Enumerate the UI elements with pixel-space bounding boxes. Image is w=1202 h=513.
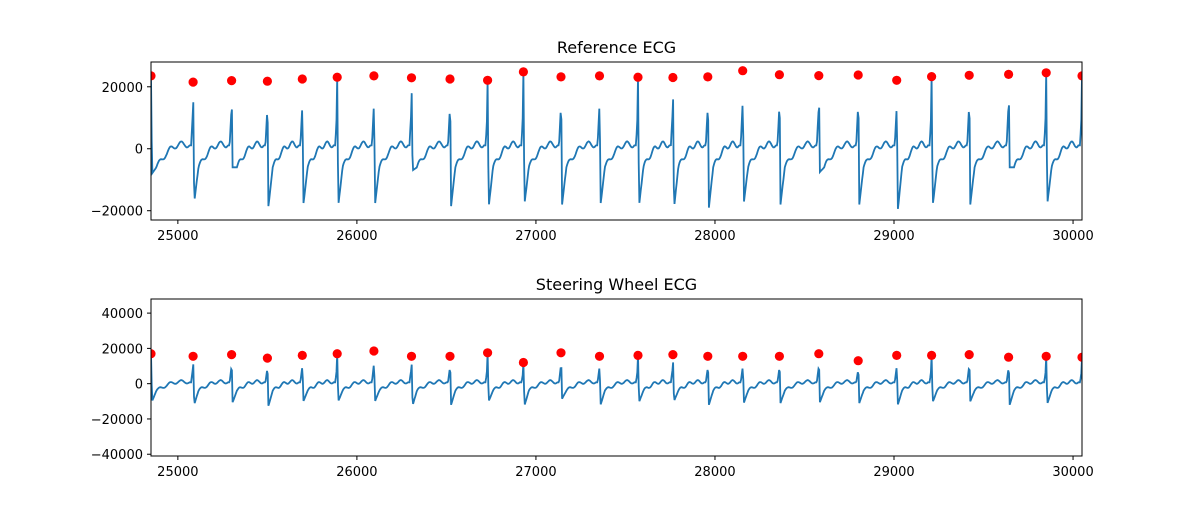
steering-wheel-ecg-y-tick-label: 20000 bbox=[102, 342, 143, 357]
reference-ecg-x-tick-label: 25000 bbox=[157, 229, 198, 244]
reference-ecg-peak-marker bbox=[774, 70, 785, 80]
steering-wheel-ecg-x-tick-label: 30000 bbox=[1052, 465, 1093, 480]
steering-wheel-ecg-title: Steering Wheel ECG bbox=[536, 275, 697, 294]
reference-ecg-y-tick-label: 20000 bbox=[102, 81, 143, 96]
reference-ecg-peak-marker bbox=[633, 72, 643, 82]
steering-wheel-ecg-peak-marker bbox=[853, 356, 863, 366]
steering-wheel-ecg-peak-marker bbox=[227, 350, 237, 360]
reference-ecg-peak-marker bbox=[332, 72, 342, 82]
steering-wheel-ecg-x-tick-label: 28000 bbox=[694, 465, 735, 480]
steering-wheel-ecg-peak-marker bbox=[668, 350, 678, 360]
reference-ecg-peak-marker bbox=[738, 66, 748, 76]
steering-wheel-ecg-peak-marker bbox=[892, 350, 902, 360]
steering-wheel-ecg-peak-marker bbox=[1004, 352, 1014, 362]
steering-wheel-ecg-x-tick-label: 25000 bbox=[157, 465, 198, 480]
reference-ecg-peak-marker bbox=[853, 70, 863, 80]
steering-wheel-ecg-peak-marker bbox=[369, 346, 379, 356]
reference-ecg-x-tick-label: 28000 bbox=[694, 229, 735, 244]
reference-ecg-peak-marker bbox=[151, 71, 156, 81]
reference-ecg-peak-marker bbox=[518, 67, 529, 77]
reference-ecg-peak-marker bbox=[1041, 68, 1051, 78]
reference-ecg-y-tick-label: 0 bbox=[135, 143, 143, 158]
steering-wheel-ecg-peak-marker bbox=[188, 351, 198, 361]
reference-ecg-x-tick-label: 30000 bbox=[1052, 229, 1093, 244]
steering-wheel-ecg-peak-marker bbox=[556, 348, 566, 358]
reference-ecg-peak-marker bbox=[964, 70, 974, 80]
steering-wheel-ecg-peak-marker bbox=[483, 348, 493, 358]
reference-ecg-x-tick-label: 27000 bbox=[515, 229, 556, 244]
steering-wheel-ecg-peak-marker bbox=[703, 351, 713, 361]
reference-ecg-peak-marker bbox=[927, 72, 937, 82]
steering-wheel-ecg-peak-marker bbox=[151, 349, 156, 359]
reference-ecg-peak-marker bbox=[1077, 71, 1082, 81]
reference-ecg-y-tick-label: −20000 bbox=[91, 205, 143, 220]
steering-wheel-ecg-x-tick-label: 26000 bbox=[336, 465, 377, 480]
steering-wheel-ecg-panel: Steering Wheel ECG 25000 26000 27000 28000 29… bbox=[91, 275, 1094, 480]
reference-ecg-axes-frame bbox=[150, 61, 1083, 221]
reference-ecg-title: Reference ECG bbox=[557, 38, 676, 57]
reference-ecg-peak-marker bbox=[369, 71, 379, 81]
steering-wheel-ecg-peak-marker bbox=[297, 350, 307, 360]
steering-wheel-ecg-peak-marker bbox=[814, 349, 824, 359]
steering-wheel-ecg-x-tick-label: 27000 bbox=[515, 465, 556, 480]
steering-wheel-ecg-axes-frame bbox=[150, 298, 1083, 457]
reference-ecg-peak-marker bbox=[668, 72, 678, 83]
reference-ecg-panel: Reference ECG 25000 26000 27000 28000 29000 30… bbox=[91, 38, 1094, 244]
reference-ecg-peak-marker bbox=[406, 73, 417, 83]
steering-wheel-ecg-peak-marker bbox=[262, 353, 272, 363]
steering-wheel-ecg-peak-marker bbox=[1077, 352, 1082, 362]
steering-wheel-ecg-peak-marker bbox=[927, 350, 937, 360]
reference-ecg-peak-marker bbox=[188, 77, 198, 87]
reference-ecg-peak-marker bbox=[297, 74, 307, 84]
steering-wheel-ecg-y-tick-label: −20000 bbox=[91, 413, 143, 428]
reference-ecg-x-tick-label: 29000 bbox=[873, 229, 914, 244]
steering-wheel-ecg-peak-marker bbox=[633, 350, 643, 360]
steering-wheel-ecg-peak-marker bbox=[774, 351, 785, 361]
steering-wheel-ecg-peak-marker bbox=[518, 357, 529, 368]
steering-wheel-ecg-peak-marker bbox=[738, 351, 748, 361]
reference-ecg-peak-marker bbox=[227, 76, 237, 86]
reference-ecg-peak-marker bbox=[1004, 69, 1014, 79]
steering-wheel-ecg-y-tick-label: −40000 bbox=[91, 448, 143, 463]
steering-wheel-ecg-peak-marker bbox=[594, 351, 605, 361]
reference-ecg-peak-marker bbox=[814, 71, 824, 81]
steering-wheel-ecg-peak-marker bbox=[445, 351, 455, 361]
reference-ecg-peak-marker bbox=[262, 76, 272, 86]
reference-ecg-x-tick-label: 26000 bbox=[336, 229, 377, 244]
reference-ecg-peak-marker bbox=[483, 75, 493, 85]
steering-wheel-ecg-signal-line bbox=[151, 352, 1082, 406]
steering-wheel-ecg-peak-marker bbox=[1041, 351, 1051, 361]
steering-wheel-ecg-x-tick-label: 29000 bbox=[873, 465, 914, 480]
reference-ecg-peak-marker bbox=[445, 74, 455, 84]
steering-wheel-ecg-y-tick-label: 40000 bbox=[102, 307, 143, 322]
steering-wheel-ecg-y-tick-label: 0 bbox=[135, 378, 143, 393]
steering-wheel-ecg-peak-marker bbox=[964, 350, 974, 360]
steering-wheel-ecg-peak-marker bbox=[332, 349, 342, 359]
reference-ecg-peak-marker bbox=[556, 72, 566, 82]
reference-ecg-peak-marker bbox=[594, 71, 605, 81]
reference-ecg-peak-marker bbox=[703, 72, 713, 82]
reference-ecg-signal-line bbox=[151, 71, 1082, 209]
reference-ecg-peak-marker bbox=[892, 75, 902, 85]
steering-wheel-ecg-peak-marker bbox=[406, 351, 417, 361]
